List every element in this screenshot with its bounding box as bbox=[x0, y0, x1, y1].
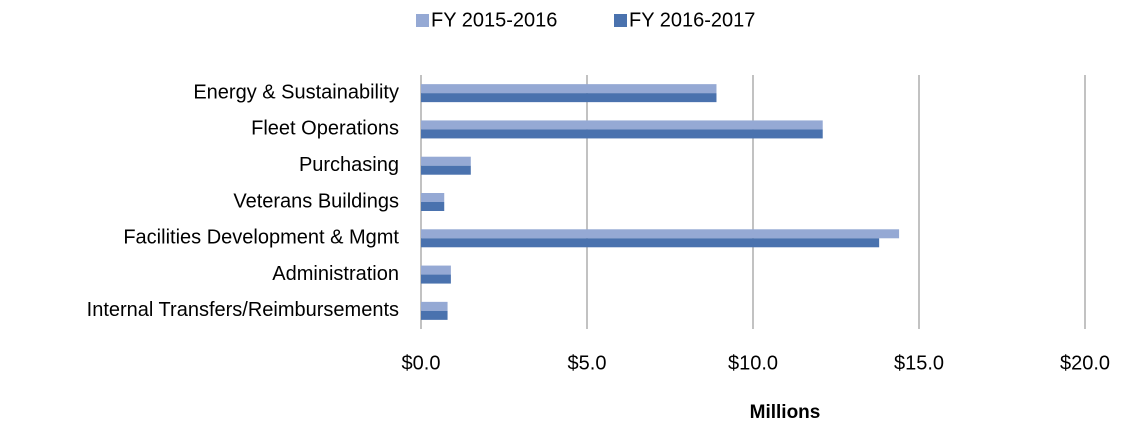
y-tick-label: Facilities Development & Mgmt bbox=[123, 227, 399, 249]
bar bbox=[421, 202, 445, 211]
bar bbox=[421, 93, 717, 103]
bar bbox=[421, 84, 717, 94]
bar bbox=[421, 229, 900, 239]
bar bbox=[421, 120, 823, 130]
bar bbox=[421, 301, 448, 311]
legend-label: FY 2015-2016 bbox=[431, 9, 557, 31]
x-tick-label: $5.0 bbox=[568, 352, 607, 374]
legend-swatch bbox=[614, 14, 627, 27]
legend-swatch bbox=[416, 14, 429, 27]
bar bbox=[421, 129, 823, 139]
y-tick-label: Administration bbox=[272, 263, 399, 285]
y-tick-label: Internal Transfers/Reimbursements bbox=[87, 299, 399, 321]
y-tick-label: Veterans Buildings bbox=[233, 190, 399, 212]
x-tick-label: $15.0 bbox=[894, 352, 944, 374]
y-tick-label: Energy & Sustainability bbox=[193, 81, 399, 103]
bar bbox=[421, 193, 445, 202]
x-axis-title: Millions bbox=[750, 402, 821, 423]
y-tick-label: Purchasing bbox=[299, 154, 399, 176]
x-tick-label: $20.0 bbox=[1060, 352, 1110, 374]
x-tick-label: $10.0 bbox=[728, 352, 778, 374]
bar bbox=[421, 265, 451, 275]
y-tick-label: Fleet Operations bbox=[251, 118, 399, 140]
bar bbox=[421, 165, 471, 175]
bar bbox=[421, 156, 471, 166]
x-tick-label: $0.0 bbox=[402, 352, 441, 374]
legend-label: FY 2016-2017 bbox=[629, 9, 755, 31]
bar bbox=[421, 238, 880, 248]
bar bbox=[421, 274, 451, 284]
bar bbox=[421, 310, 448, 320]
